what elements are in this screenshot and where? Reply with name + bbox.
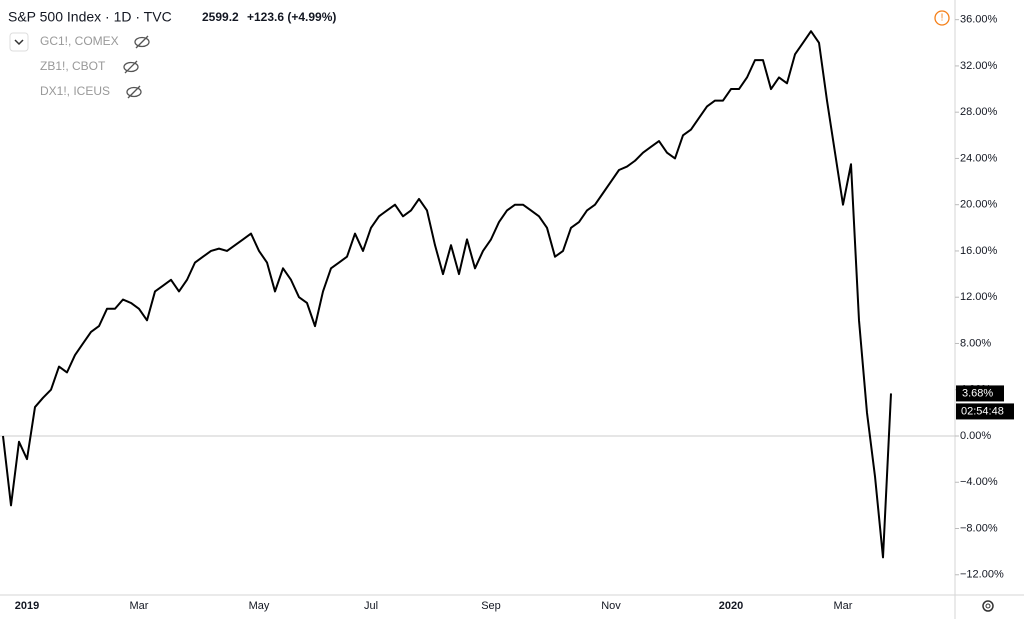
collapse-button[interactable]	[9, 32, 29, 52]
alert-mark: !	[941, 13, 944, 24]
x-tick-label: Mar	[130, 600, 149, 612]
y-tick-label: 0.00%	[960, 430, 991, 442]
y-tick-label: 16.00%	[960, 245, 998, 257]
y-tick-label: 36.00%	[960, 14, 998, 26]
gear-hub	[985, 603, 991, 609]
legend-entry: GC1!, COMEX	[40, 34, 119, 48]
y-tick-label: −12.00%	[960, 569, 1004, 581]
countdown-badge	[956, 403, 1014, 420]
y-tick-label: 24.00%	[960, 152, 998, 164]
legend-entry: ZB1!, CBOT	[40, 59, 106, 73]
x-tick-label: May	[249, 600, 270, 612]
y-tick-label: 20.00%	[960, 199, 998, 211]
last-value-label: 3.68%	[962, 387, 993, 399]
chevron	[14, 39, 24, 46]
y-tick-label: 8.00%	[960, 337, 991, 349]
x-tick-label: 2020	[719, 600, 743, 612]
eye-icon[interactable]	[134, 36, 150, 48]
y-tick-label: 12.00%	[960, 291, 998, 303]
change: +123.6 (+4.99%)	[247, 10, 336, 24]
symbol-title: S&P 500 Index · 1D · TVC	[8, 9, 172, 25]
legend-entry: DX1!, ICEUS	[40, 84, 110, 98]
eye-icon[interactable]	[123, 61, 139, 73]
hidden-icons	[123, 35, 150, 99]
settings-icon[interactable]	[982, 600, 994, 612]
alert-icon[interactable]	[934, 10, 950, 26]
countdown-label: 02:54:48	[961, 405, 1004, 417]
y-tick-label: −4.00%	[960, 476, 998, 488]
y-tick-label: 32.00%	[960, 60, 998, 72]
y-tick-label: −8.00%	[960, 522, 998, 534]
y-tick-label: 28.00%	[960, 106, 998, 118]
price-line	[2, 30, 892, 559]
eye-icon[interactable]	[126, 86, 142, 98]
price: 2599.2	[202, 10, 239, 24]
x-tick-label: Jul	[364, 600, 378, 612]
x-tick-label: 2019	[15, 600, 39, 612]
x-tick-label: Nov	[601, 600, 621, 612]
gear	[982, 600, 994, 612]
x-tick-label: Mar	[834, 600, 853, 612]
last-value-badge	[956, 385, 1004, 402]
x-tick-label: Sep	[481, 600, 501, 612]
